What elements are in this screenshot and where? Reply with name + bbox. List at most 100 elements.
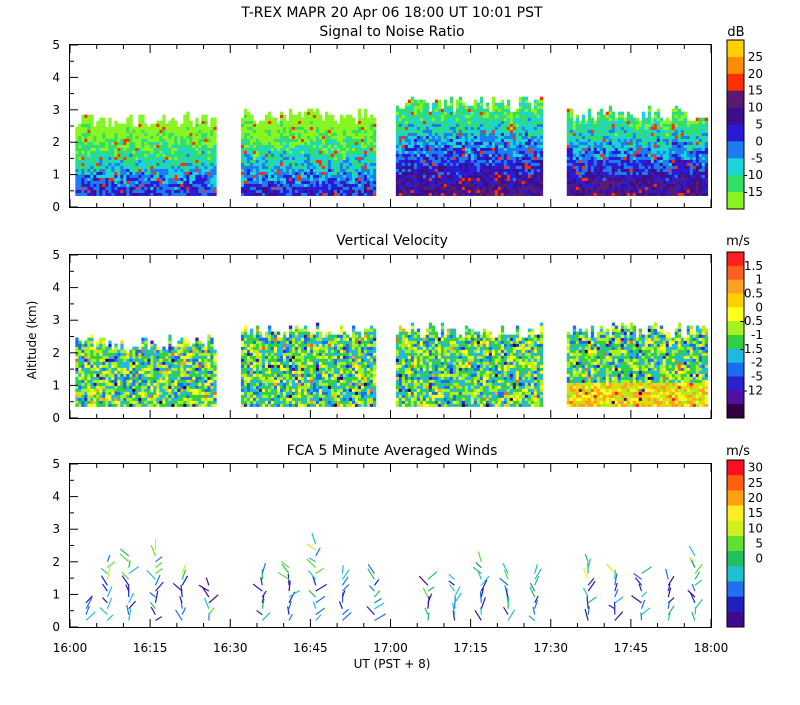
heatmap-cell	[413, 114, 418, 118]
heatmap-cell	[467, 153, 472, 157]
heatmap-cell	[81, 180, 85, 184]
heatmap-cell	[177, 174, 181, 178]
heatmap-cell	[449, 102, 454, 106]
heatmap-cell	[635, 129, 640, 133]
heatmap-cell	[407, 123, 412, 127]
heatmap-cell	[641, 171, 646, 175]
heatmap-cell	[467, 120, 472, 124]
heatmap-cell	[635, 150, 640, 154]
heatmap-cell	[360, 135, 365, 139]
heatmap-cell	[303, 144, 308, 148]
heatmap-cell	[147, 192, 151, 196]
heatmap-cell	[102, 123, 106, 127]
heatmap-cell	[93, 177, 97, 181]
heatmap-cell	[683, 186, 688, 190]
heatmap-cell	[482, 150, 487, 154]
heatmap-cell	[297, 117, 302, 121]
heatmap-cell	[276, 165, 281, 169]
heatmap-cell	[357, 150, 362, 154]
heatmap-cell	[509, 114, 514, 118]
heatmap-cell	[303, 156, 308, 160]
heatmap-cell	[135, 147, 139, 151]
heatmap-cell	[602, 192, 607, 196]
heatmap-cell	[641, 111, 646, 115]
heatmap-cell	[315, 186, 320, 190]
heatmap-cell	[294, 183, 299, 187]
heatmap-cell	[536, 123, 541, 127]
heatmap-cell	[300, 132, 305, 136]
heatmap-cell	[650, 126, 655, 130]
heatmap-cell	[599, 144, 604, 148]
heatmap-cell	[422, 162, 427, 166]
heatmap-cell	[623, 192, 628, 196]
heatmap-cell	[339, 135, 344, 139]
heatmap-cell	[572, 126, 577, 130]
heatmap-cell	[300, 153, 305, 157]
heatmap-cell	[524, 159, 529, 163]
heatmap-cell	[309, 153, 314, 157]
heatmap-cell	[509, 174, 514, 178]
heatmap-cell	[345, 114, 350, 118]
heatmap-cell	[470, 159, 475, 163]
heatmap-cell	[261, 177, 266, 181]
heatmap-cell	[258, 129, 263, 133]
heatmap-cell	[401, 120, 406, 124]
heatmap-cell	[446, 171, 451, 175]
heatmap-cell	[186, 132, 190, 136]
heatmap-cell	[366, 189, 371, 193]
heatmap-cell	[419, 123, 424, 127]
heatmap-cell	[294, 147, 299, 151]
heatmap-cell	[195, 171, 199, 175]
heatmap-cell	[605, 162, 610, 166]
heatmap-cell	[608, 162, 613, 166]
heatmap-cell	[240, 165, 245, 169]
heatmap-cell	[264, 114, 269, 118]
heatmap-cell	[410, 135, 415, 139]
heatmap-cell	[246, 150, 251, 154]
heatmap-cell	[620, 174, 625, 178]
heatmap-cell	[255, 126, 260, 130]
heatmap-cell	[401, 162, 406, 166]
heatmap-cell	[530, 141, 535, 145]
heatmap-cell	[620, 153, 625, 157]
heatmap-cell	[470, 120, 475, 124]
heatmap-cell	[506, 129, 511, 133]
heatmap-cell	[440, 129, 445, 133]
heatmap-cell	[536, 132, 541, 136]
heatmap-cell	[114, 132, 118, 136]
heatmap-cell	[144, 171, 148, 175]
heatmap-cell	[668, 144, 673, 148]
heatmap-cell	[533, 168, 538, 172]
heatmap-cell	[369, 141, 374, 145]
heatmap-cell	[488, 177, 493, 181]
heatmap-cell	[294, 168, 299, 172]
heatmap-cell	[282, 189, 287, 193]
heatmap-cell	[608, 144, 613, 148]
heatmap-cell	[566, 150, 571, 154]
heatmap-cell	[611, 132, 616, 136]
heatmap-cell	[623, 165, 628, 169]
heatmap-cell	[512, 177, 517, 181]
heatmap-cell	[174, 126, 178, 130]
heatmap-cell	[288, 174, 293, 178]
heatmap-cell	[327, 192, 332, 196]
heatmap-cell	[174, 183, 178, 187]
heatmap-cell	[270, 120, 275, 124]
heatmap-cell	[246, 147, 251, 151]
heatmap-cell	[530, 129, 535, 133]
heatmap-cell	[536, 111, 541, 115]
heatmap-cell	[467, 189, 472, 193]
heatmap-cell	[105, 150, 109, 154]
heatmap-cell	[641, 186, 646, 190]
heatmap-cell	[246, 168, 251, 172]
heatmap-cell	[240, 189, 245, 193]
heatmap-cell	[195, 180, 199, 184]
heatmap-cell	[126, 141, 130, 145]
heatmap-cell	[440, 189, 445, 193]
heatmap-cell	[132, 162, 136, 166]
heatmap-cell	[294, 135, 299, 139]
heatmap-cell	[135, 138, 139, 142]
heatmap-cell	[521, 174, 526, 178]
heatmap-cell	[312, 186, 317, 190]
heatmap-cell	[168, 135, 172, 139]
